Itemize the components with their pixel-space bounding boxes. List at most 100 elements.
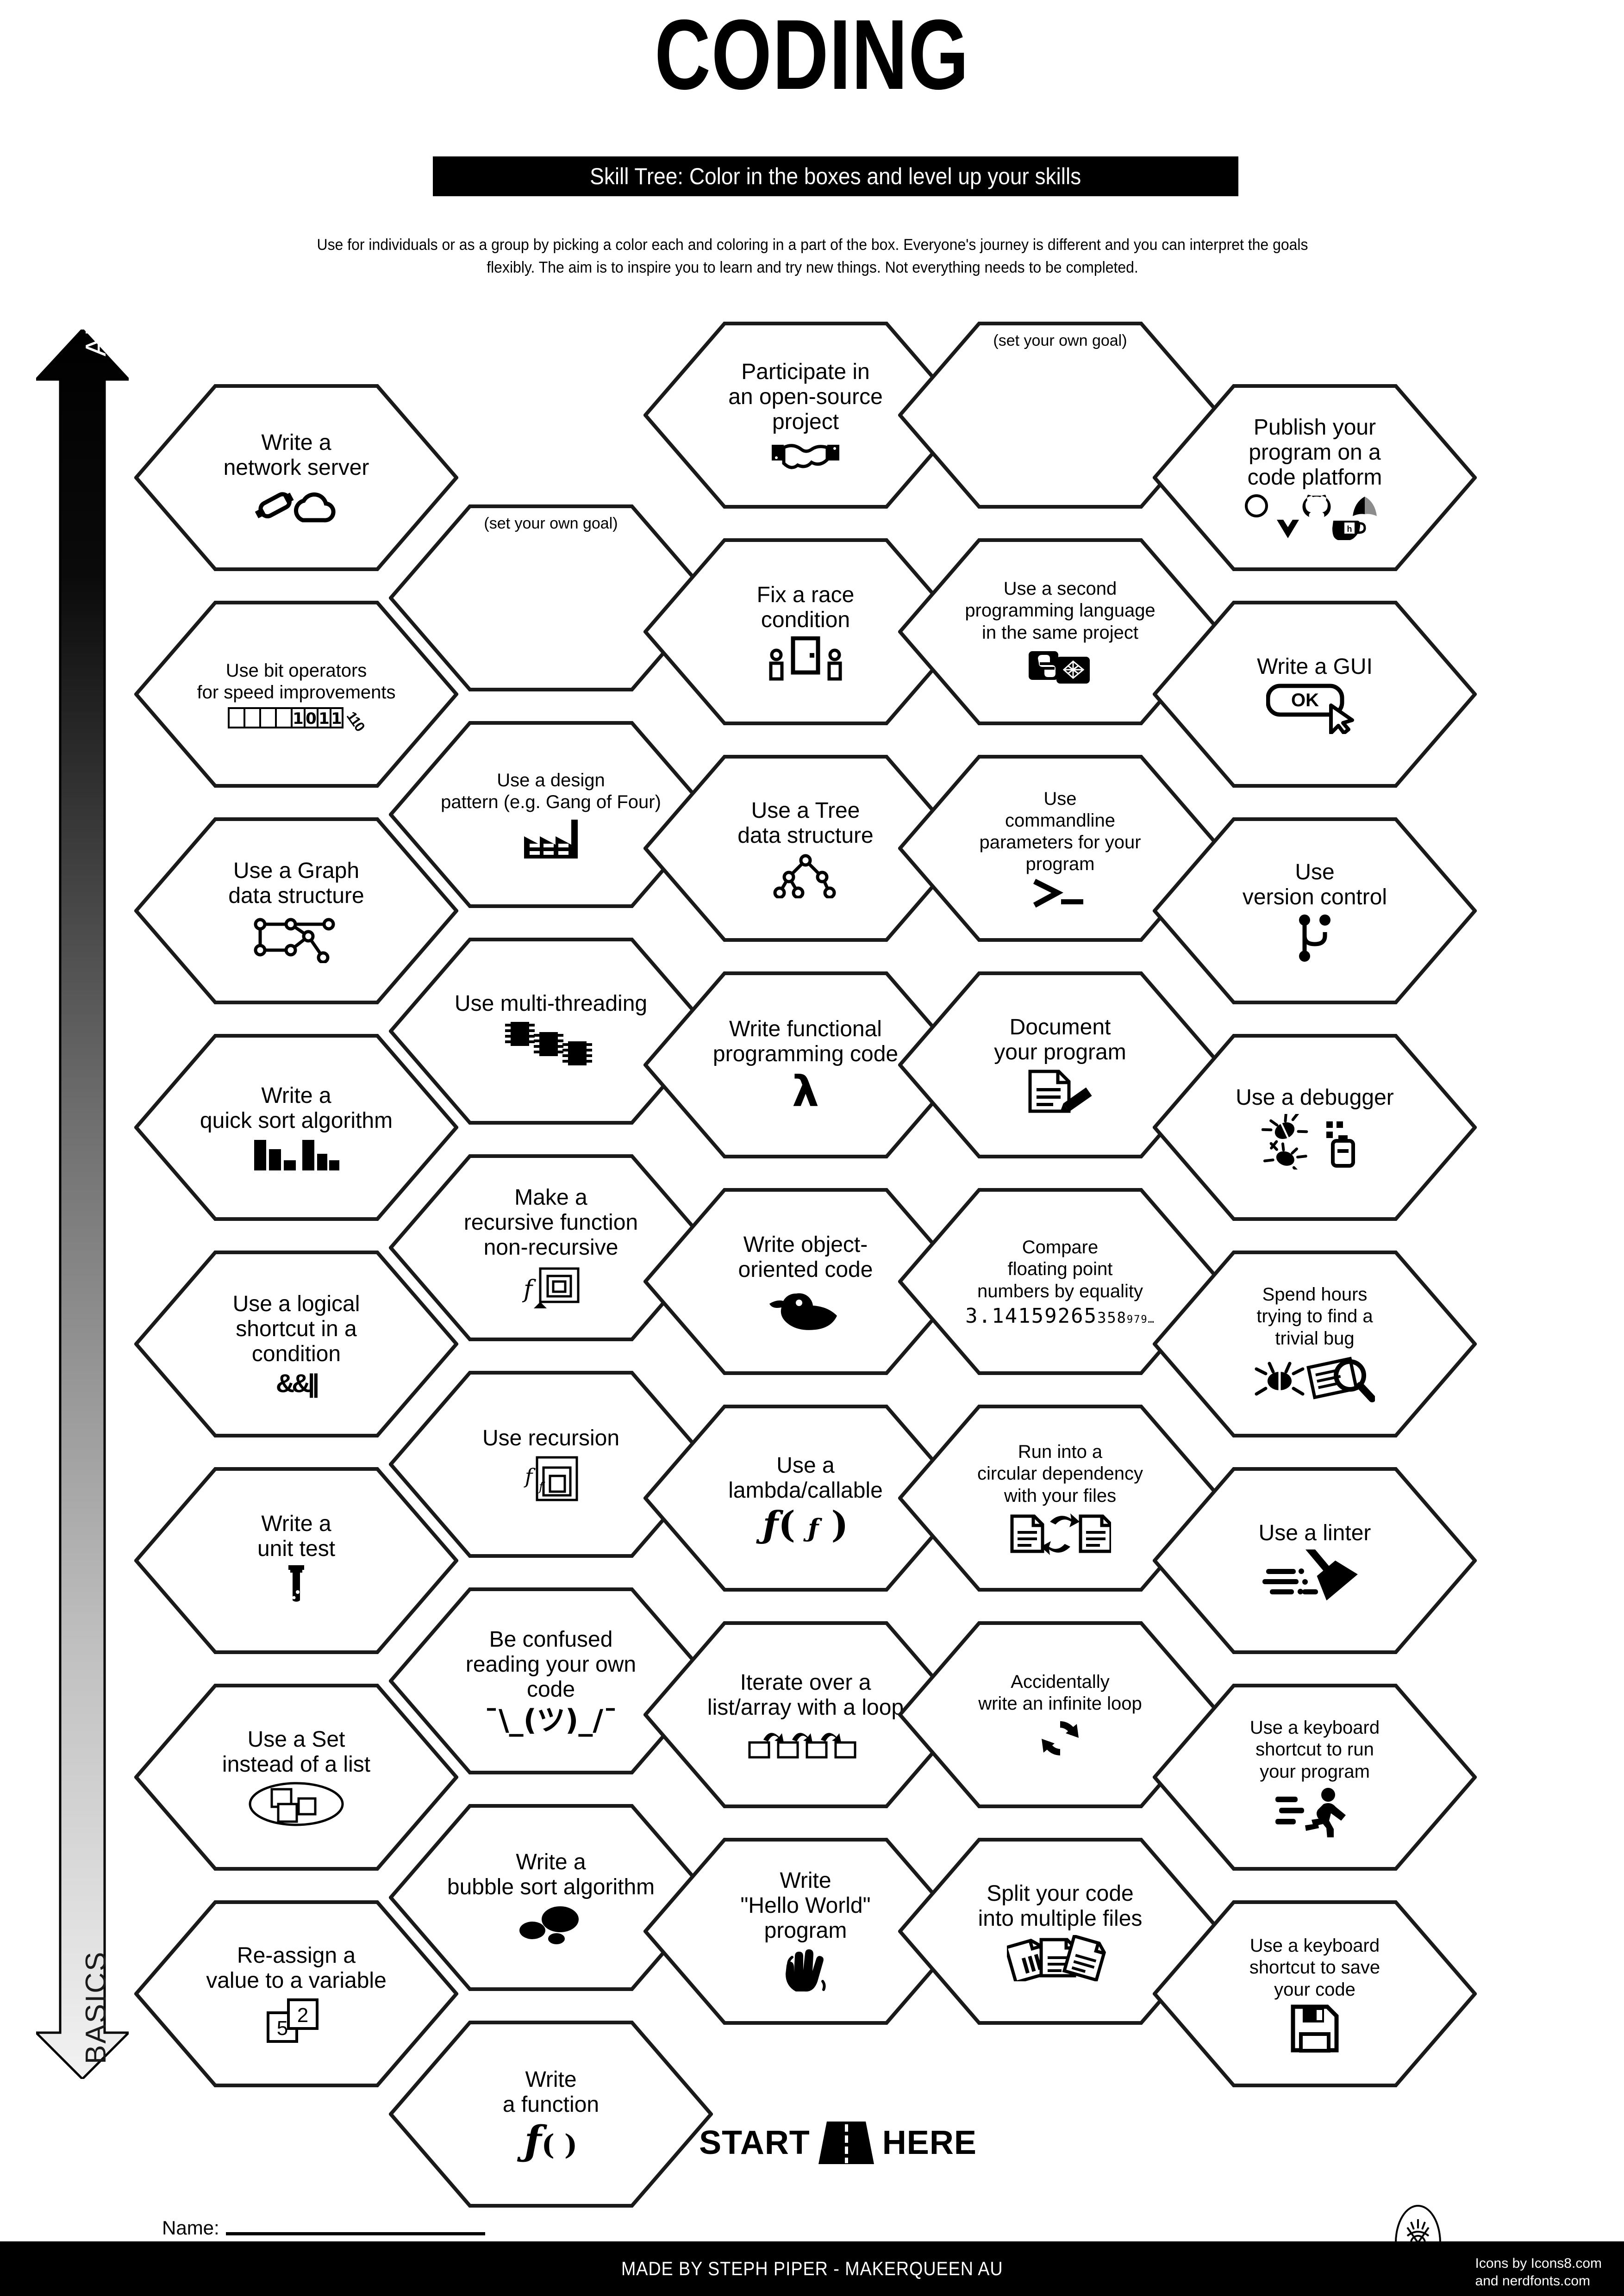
running-man-icon	[1275, 1786, 1354, 1837]
hex-compare-floating-point-numbers[interactable]: Compare floating point numbers by equali…	[898, 1188, 1222, 1375]
hex-outline	[389, 1804, 713, 1991]
hex-use-a-second-programming-language[interactable]: Use a second programming language in the…	[898, 538, 1222, 725]
hex-write-functional-programming-code[interactable]: Write functional programming code λ	[643, 971, 968, 1158]
hex-set-your-own-goal-1[interactable]: (set your own goal)	[389, 504, 713, 691]
hex-document-your-program[interactable]: Document your program	[898, 971, 1222, 1158]
handshake-icon	[771, 438, 840, 471]
hex-outline	[898, 1621, 1222, 1808]
bug-magnifier-icon	[1255, 1353, 1375, 1404]
icons-credit: Icons by Icons8.com and nerdfonts.com	[1475, 2255, 1602, 2290]
difficulty-axis-arrow	[36, 330, 129, 2079]
hex-re-assign-a-value-to-a-variable[interactable]: Re-assign a value to a variable 5 2	[134, 1900, 458, 2087]
hex-outline	[134, 1251, 458, 1437]
hex-label: Write a quick sort algorithm	[200, 1083, 393, 1133]
name-field-row[interactable]: Name:	[162, 2217, 485, 2239]
footer-bar: MADE BY STEPH PIPER - MAKERQUEEN AU	[0, 2241, 1624, 2296]
hex-label: Re-assign a value to a variable	[206, 1943, 387, 1993]
hex-participate-in-an-open-source-project[interactable]: Participate in an open-source project	[643, 322, 968, 509]
debugger-bugs-icon	[1262, 1114, 1368, 1170]
hex-use-a-graph-data-structure[interactable]: Use a Graph data structure	[134, 817, 458, 1004]
hex-outline	[643, 1188, 968, 1375]
hex-outline	[134, 601, 458, 788]
hex-label: Use version control	[1242, 859, 1387, 909]
bar-sort-icon	[252, 1137, 340, 1171]
hex-use-a-set-instead-of-a-list[interactable]: Use a Set instead of a list	[134, 1684, 458, 1871]
hex-outline	[134, 384, 458, 571]
hex-outline	[1153, 1900, 1477, 2087]
ok-button-cursor-icon: OK	[1266, 683, 1363, 734]
hex-label: Use recursion	[482, 1425, 620, 1450]
hex-accidentally-write-an-infinite-loop[interactable]: Accidentally write an infinite loop	[898, 1621, 1222, 1808]
hex-label: Use a Set instead of a list	[222, 1727, 371, 1777]
hex-use-a-keyboard-shortcut-to-run[interactable]: Use a keyboard shortcut to run your prog…	[1153, 1684, 1477, 1871]
hex-split-your-code-into-multiple-files[interactable]: Split your code into multiple files	[898, 1838, 1222, 2025]
hex-label: (set your own goal)	[993, 332, 1127, 349]
hex-write-a-gui[interactable]: Write a GUI OK	[1153, 601, 1477, 788]
name-input-line[interactable]	[225, 2232, 485, 2235]
hex-write-a-quick-sort-algorithm[interactable]: Write a quick sort algorithm	[134, 1034, 458, 1221]
hex-run-into-a-circular-dependency[interactable]: Run into a circular dependency with your…	[898, 1405, 1222, 1592]
hex-publish-your-program-on-a-code-platform[interactable]: Publish your program on a code platform …	[1153, 384, 1477, 571]
and-or-operators-icon: &&||	[275, 1369, 319, 1398]
hex-use-a-debugger[interactable]: Use a debugger	[1153, 1034, 1477, 1221]
start-here-marker: START HERE	[662, 2120, 1014, 2166]
svg-text:h: h	[1347, 524, 1352, 534]
hex-write-a-bubble-sort-algorithm[interactable]: Write a bubble sort algorithm	[389, 1804, 713, 1991]
hex-use-a-design-pattern[interactable]: Use a design pattern (e.g. Gang of Four)	[389, 721, 713, 908]
hex-outline	[898, 755, 1222, 942]
page-title: CODING	[654, 0, 970, 110]
hex-use-a-linter[interactable]: Use a linter	[1153, 1467, 1477, 1654]
hex-label: Write functional programming code	[712, 1016, 899, 1066]
hex-label: Use bit operators for speed improvements	[197, 660, 396, 703]
hex-outline	[1153, 1251, 1477, 1437]
hex-label: Write a function	[502, 2067, 600, 2117]
set-ellipse-icon	[248, 1781, 345, 1827]
hex-outline	[1153, 817, 1477, 1004]
hex-label: Use a Tree data structure	[737, 798, 874, 848]
hex-write-object-oriented-code[interactable]: Write object- oriented code	[643, 1188, 968, 1375]
hex-use-recursion[interactable]: Use recursion f f	[389, 1371, 713, 1558]
here-word: HERE	[882, 2124, 977, 2161]
hex-spend-hours-trying-to-find-a-trivial-bug[interactable]: Spend hours trying to find a trivial bug	[1153, 1251, 1477, 1437]
hex-outline	[643, 755, 968, 942]
hex-outline	[1153, 1034, 1477, 1221]
hex-write-a-function[interactable]: Write a function ƒ( )	[389, 2021, 713, 2208]
icons-credit-line1: Icons by Icons8.com	[1475, 2256, 1602, 2271]
hex-label: Make a recursive function non-recursive	[463, 1185, 638, 1260]
hex-write-hello-world-program[interactable]: Write "Hello World" program	[643, 1838, 968, 2025]
hex-label: Accidentally write an infinite loop	[978, 1671, 1142, 1714]
hex-set-your-own-goal-2[interactable]: (set your own goal)	[898, 322, 1222, 509]
svg-text:f: f	[524, 1465, 536, 1488]
hex-use-a-logical-shortcut[interactable]: Use a logical shortcut in a condition &&…	[134, 1251, 458, 1437]
pi-digits-icon: 3.14159265358979…	[965, 1304, 1155, 1328]
svg-text:5: 5	[277, 2017, 288, 2040]
hex-use-commandline-parameters[interactable]: Use commandline parameters for your prog…	[898, 755, 1222, 942]
hex-use-multi-threading[interactable]: Use multi-threading	[389, 938, 713, 1125]
svg-text:1: 1	[331, 709, 342, 728]
hex-use-a-keyboard-shortcut-to-save[interactable]: Use a keyboard shortcut to save your cod…	[1153, 1900, 1477, 2087]
hex-use-bit-operators[interactable]: Use bit operators for speed improvements…	[134, 601, 458, 788]
chips-icon	[502, 1020, 600, 1071]
hex-label: Use commandline parameters for your prog…	[979, 788, 1141, 875]
hex-write-a-network-server[interactable]: Write a network server	[134, 384, 458, 571]
floppy-disk-icon	[1291, 2004, 1339, 2053]
tree-nodes-icon	[773, 852, 838, 899]
hex-use-version-control[interactable]: Use version control	[1153, 817, 1477, 1004]
hex-use-a-tree-data-structure[interactable]: Use a Tree data structure	[643, 755, 968, 942]
shrug-icon: ¯\_(ツ)_/¯	[484, 1703, 618, 1737]
hex-make-a-recursive-function-non-recursive[interactable]: Make a recursive function non-recursive …	[389, 1154, 713, 1341]
hex-outline	[1153, 384, 1477, 571]
svg-text:OK: OK	[1291, 690, 1319, 710]
hex-label: Write a GUI	[1257, 654, 1373, 679]
hex-label: Use a Graph data structure	[228, 858, 364, 908]
svg-text:2: 2	[297, 2004, 308, 2027]
lambda-icon: λ	[792, 1067, 819, 1117]
hex-use-a-lambda-callable[interactable]: Use a lambda/callable ƒ( ƒ )	[643, 1405, 968, 1592]
hex-fix-a-race-condition[interactable]: Fix a race condition	[643, 538, 968, 725]
hex-iterate-over-a-list-with-a-loop[interactable]: Iterate over a list/array with a loop	[643, 1621, 968, 1808]
hex-outline	[1153, 1467, 1477, 1654]
test-tube-icon	[284, 1565, 309, 1610]
hex-write-a-unit-test[interactable]: Write a unit test	[134, 1467, 458, 1654]
hex-be-confused-reading-your-own-code[interactable]: Be confused reading your own code ¯\_(ツ)…	[389, 1587, 713, 1774]
